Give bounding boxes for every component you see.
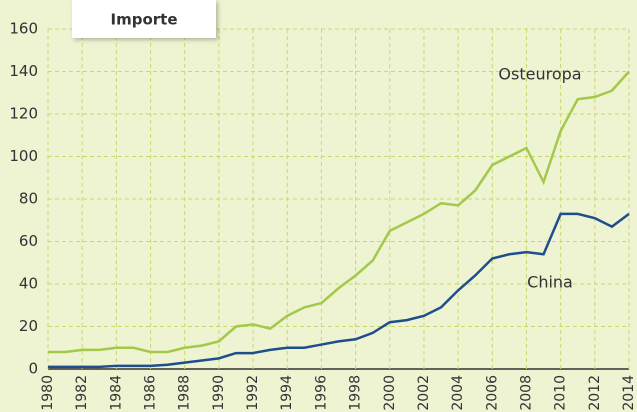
x-tick-label: 1988 [177, 375, 193, 411]
x-tick-label: 2000 [382, 375, 398, 411]
y-tick-label: 120 [9, 105, 38, 123]
x-tick-label: 2008 [518, 375, 534, 411]
y-tick-label: 140 [9, 62, 38, 80]
y-tick-label: 100 [9, 147, 38, 165]
y-tick-label: 40 [19, 275, 38, 293]
data-line [48, 212, 630, 369]
x-tick-label: 2010 [553, 375, 569, 411]
x-tick-label: 2002 [416, 375, 432, 411]
y-tick-label: 20 [19, 317, 38, 335]
x-tick-label: 2012 [587, 375, 603, 411]
x-tick-label: 1986 [143, 375, 159, 411]
x-tick-label: 1992 [245, 375, 261, 411]
x-tick-label: 1990 [211, 375, 227, 411]
y-tick-label: 160 [9, 20, 38, 38]
x-tick-label: 1980 [40, 375, 56, 411]
series-label: China [527, 273, 573, 292]
chart-title: Importe [111, 11, 178, 29]
y-tick-label: 80 [19, 190, 38, 208]
y-tick-label: 0 [28, 360, 38, 378]
x-tick-label: 1998 [348, 375, 364, 411]
data-line [48, 70, 630, 354]
title-box [72, 0, 216, 38]
x-tick-label: 1984 [108, 375, 124, 411]
y-tick-label: 60 [19, 232, 38, 250]
x-tick-label: 2014 [621, 375, 637, 411]
series-label: Osteuropa [498, 65, 581, 84]
x-tick-label: 2006 [484, 375, 500, 411]
x-tick-label: 2004 [450, 375, 466, 411]
x-tick-label: 1994 [279, 375, 295, 411]
x-tick-label: 1996 [313, 375, 329, 411]
x-tick-label: 1982 [74, 375, 90, 411]
